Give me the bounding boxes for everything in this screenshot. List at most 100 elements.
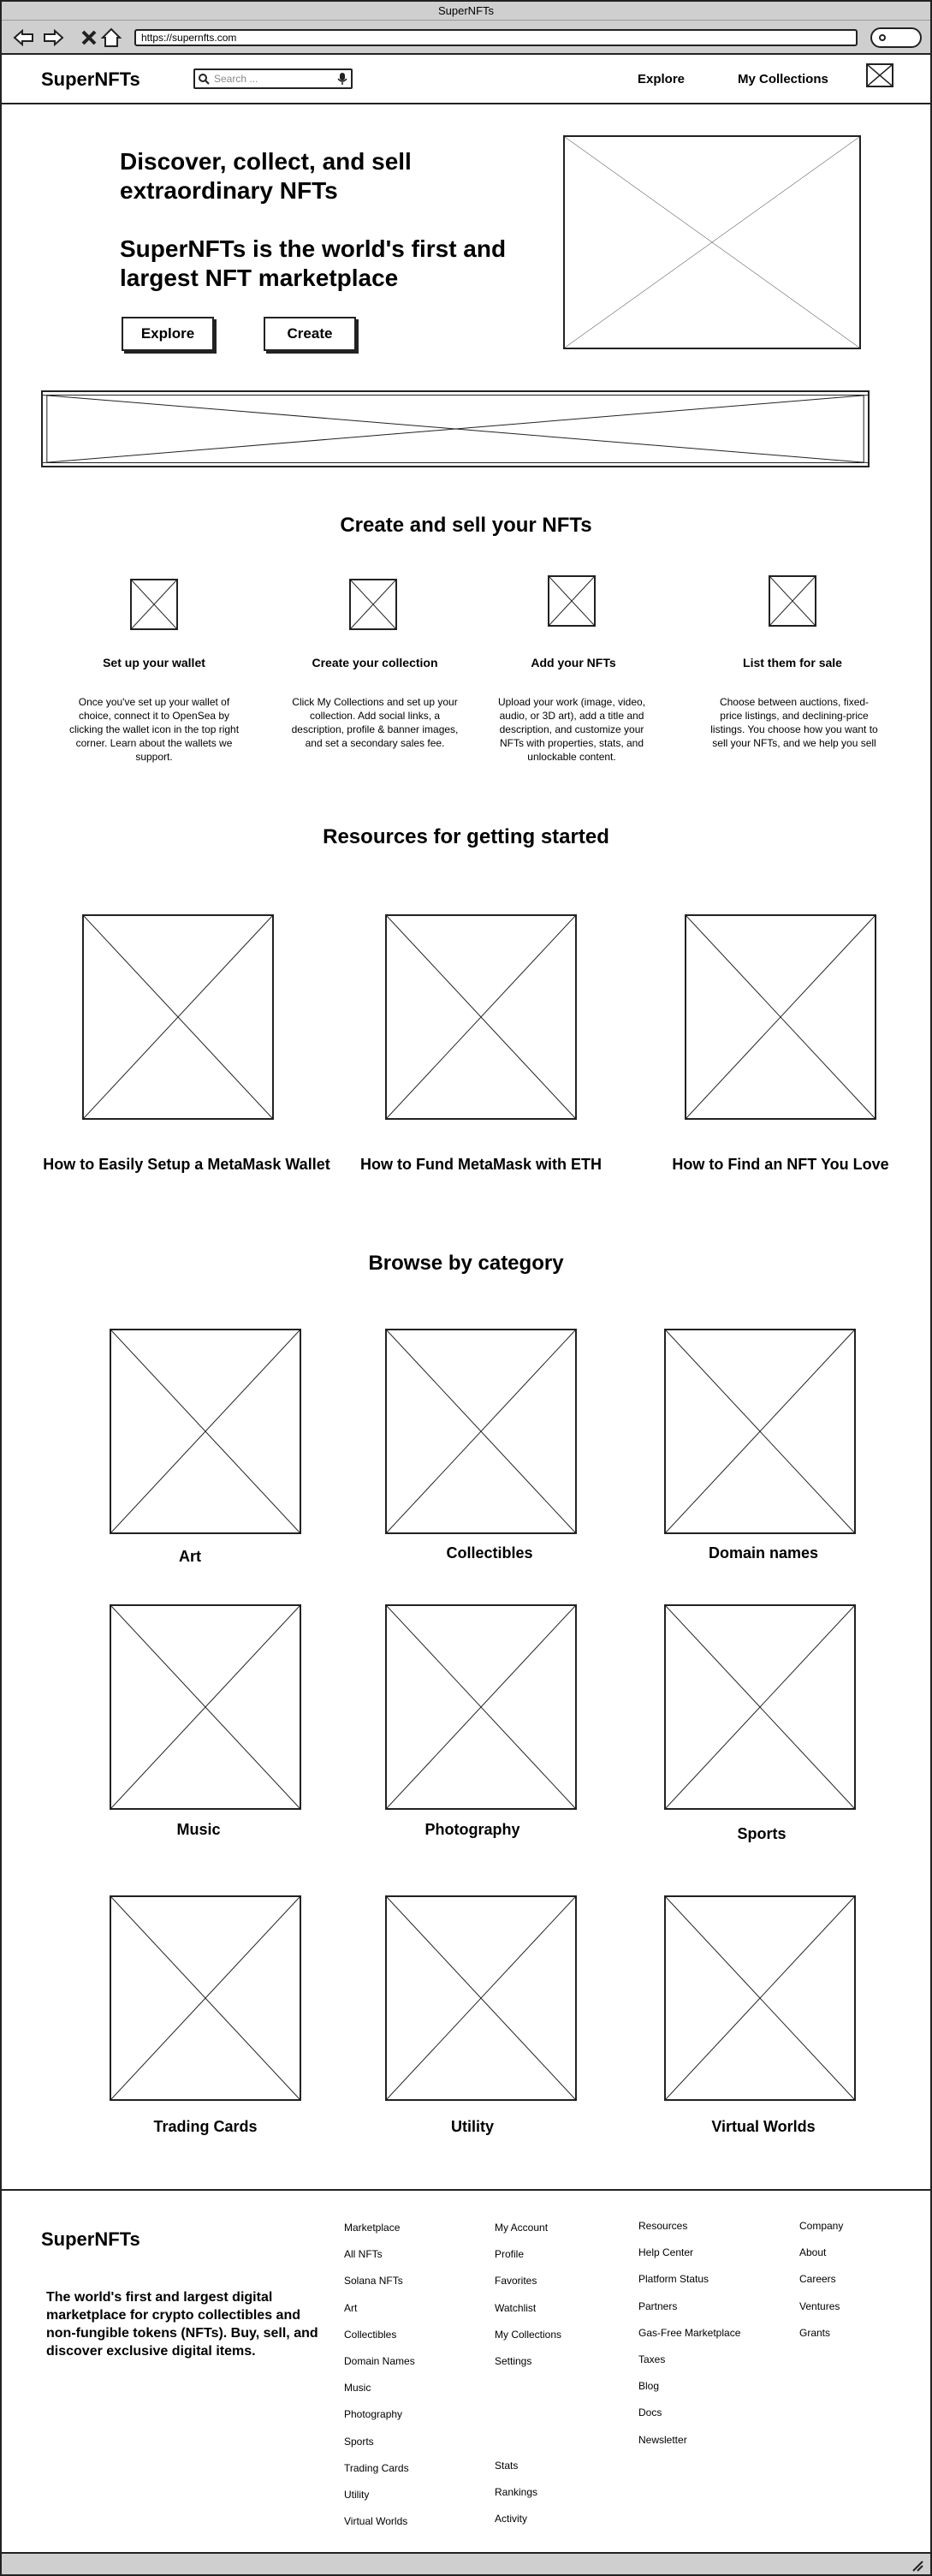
footer-link[interactable]: Company — [799, 2220, 844, 2232]
search-icon — [879, 34, 886, 41]
profile-image-placeholder[interactable] — [866, 63, 893, 87]
address-bar: https://supernfts.com — [2, 21, 930, 55]
footer-account-column: My Account Profile Favorites Watchlist M… — [495, 2220, 561, 2380]
site-header: SuperNFTs Search ... Explore My Collecti… — [2, 57, 930, 104]
footer-link[interactable]: Art — [344, 2301, 358, 2314]
footer-stats-column: Stats Rankings Activity — [495, 2458, 537, 2538]
resource-link-fund-metamask[interactable]: How to Fund MetaMask with ETH — [360, 1156, 602, 1173]
category-label-virtual-worlds[interactable]: Virtual Worlds — [711, 2118, 816, 2135]
list-sale-icon-placeholder — [769, 575, 816, 627]
footer-link[interactable]: Gas-Free Marketplace — [638, 2326, 741, 2339]
footer-link[interactable]: Domain Names — [344, 2354, 415, 2367]
footer-marketplace-column: Marketplace All NFTs Solana NFTs Art Col… — [344, 2220, 415, 2540]
step-desc-list-sale: Choose between auctions, fixed-price lis… — [710, 696, 878, 749]
footer-link[interactable]: Trading Cards — [344, 2461, 409, 2474]
footer-link[interactable]: Photography — [344, 2408, 403, 2421]
footer-link[interactable]: Sports — [344, 2435, 374, 2448]
footer-resources-column: Resources Help Center Platform Status Pa… — [638, 2218, 740, 2459]
resource-link-metamask-setup[interactable]: How to Easily Setup a MetaMask Wallet — [43, 1156, 330, 1173]
footer-link[interactable]: Help Center — [638, 2246, 694, 2259]
category-utility-image[interactable] — [385, 1895, 577, 2101]
footer-link[interactable]: Profile — [495, 2248, 525, 2261]
footer-link[interactable]: Rankings — [495, 2486, 538, 2499]
create-button[interactable]: Create — [264, 317, 356, 351]
footer-link[interactable]: Music — [344, 2382, 371, 2395]
resource-link-find-nft[interactable]: How to Find an NFT You Love — [672, 1156, 889, 1173]
footer-tagline: The world's first and largest digital ma… — [46, 2290, 318, 2359]
footer-link[interactable]: Resources — [638, 2220, 688, 2232]
resources-section-title: Resources for getting started — [323, 825, 609, 848]
placeholder-cross-icon — [867, 64, 893, 86]
category-label-sports[interactable]: Sports — [737, 1825, 787, 1842]
category-label-art[interactable]: Art — [179, 1548, 201, 1565]
nav-my-collections-link[interactable]: My Collections — [738, 72, 828, 86]
footer-link[interactable]: Collectibles — [344, 2328, 397, 2341]
resource-image-placeholder[interactable] — [685, 914, 876, 1120]
category-section-title: Browse by category — [368, 1252, 564, 1275]
footer-link[interactable]: Blog — [638, 2380, 660, 2393]
category-art-image[interactable] — [110, 1329, 301, 1534]
window-title: SuperNFTs — [2, 2, 930, 21]
microphone-icon[interactable] — [337, 72, 347, 86]
footer-link[interactable]: My Account — [495, 2222, 549, 2234]
stop-icon[interactable] — [77, 26, 101, 50]
forward-arrow-icon[interactable] — [41, 26, 65, 50]
explore-button[interactable]: Explore — [122, 317, 214, 351]
create-section-title: Create and sell your NFTs — [340, 514, 592, 537]
footer-link[interactable]: Solana NFTs — [344, 2275, 403, 2287]
step-title-list-sale: List them for sale — [743, 656, 842, 669]
footer-link[interactable]: Virtual Worlds — [344, 2515, 408, 2528]
footer-link[interactable]: All NFTs — [344, 2248, 383, 2261]
footer-link[interactable]: Settings — [495, 2354, 532, 2367]
category-photography-image[interactable] — [385, 1604, 577, 1810]
footer-link[interactable]: Newsletter — [638, 2433, 687, 2446]
step-desc-add-nfts: Upload your work (image, video, audio, o… — [497, 696, 646, 763]
category-label-domain-names[interactable]: Domain names — [708, 1544, 819, 1562]
category-trading-cards-image[interactable] — [110, 1895, 301, 2101]
category-music-image[interactable] — [110, 1604, 301, 1810]
category-label-photography[interactable]: Photography — [424, 1821, 520, 1838]
category-collectibles-image[interactable] — [385, 1329, 577, 1534]
site-logo[interactable]: SuperNFTs — [41, 68, 140, 90]
category-domain-names-image[interactable] — [664, 1329, 856, 1534]
step-title-collection: Create your collection — [312, 656, 438, 669]
footer-link[interactable]: Platform Status — [638, 2273, 709, 2286]
window-status-bar — [2, 2552, 930, 2574]
back-arrow-icon[interactable] — [12, 26, 36, 50]
browser-search-button[interactable] — [870, 27, 922, 48]
resize-handle-icon[interactable] — [910, 2558, 923, 2572]
footer-link[interactable]: Partners — [638, 2299, 678, 2312]
hero-subheadline: SuperNFTs is the world's first and large… — [120, 235, 507, 291]
home-icon[interactable] — [99, 26, 123, 50]
footer-link[interactable]: My Collections — [495, 2328, 562, 2341]
footer-logo[interactable]: SuperNFTs — [41, 2228, 140, 2250]
footer-link[interactable]: Ventures — [799, 2299, 840, 2312]
category-label-trading-cards[interactable]: Trading Cards — [153, 2118, 258, 2135]
footer-link[interactable]: Activity — [495, 2513, 528, 2525]
category-label-collectibles[interactable]: Collectibles — [446, 1544, 533, 1562]
footer-company-column: Company About Careers Ventures Grants — [799, 2218, 843, 2352]
resource-image-placeholder[interactable] — [385, 914, 577, 1120]
category-label-utility[interactable]: Utility — [450, 2118, 494, 2135]
site-search-input[interactable]: Search ... — [193, 68, 353, 89]
category-label-music[interactable]: Music — [176, 1821, 221, 1838]
footer-link[interactable]: Taxes — [638, 2353, 666, 2365]
url-input[interactable]: https://supernfts.com — [134, 29, 858, 46]
nav-explore-link[interactable]: Explore — [638, 72, 686, 86]
banner-image-placeholder — [41, 390, 870, 467]
footer-link[interactable]: Watchlist — [495, 2301, 537, 2314]
hero-image-placeholder — [563, 135, 861, 349]
footer-link[interactable]: Favorites — [495, 2275, 537, 2287]
footer-link[interactable]: Careers — [799, 2273, 836, 2286]
footer-link[interactable]: About — [799, 2246, 827, 2259]
footer-link[interactable]: Grants — [799, 2326, 831, 2339]
footer-link[interactable]: Utility — [344, 2488, 370, 2501]
resource-image-placeholder[interactable] — [82, 914, 274, 1120]
footer-link[interactable]: Marketplace — [344, 2222, 401, 2234]
footer-link[interactable]: Stats — [495, 2460, 519, 2472]
category-sports-image[interactable] — [664, 1604, 856, 1810]
collection-icon-placeholder — [349, 579, 397, 630]
footer-link[interactable]: Docs — [638, 2406, 662, 2419]
category-virtual-worlds-image[interactable] — [664, 1895, 856, 2101]
